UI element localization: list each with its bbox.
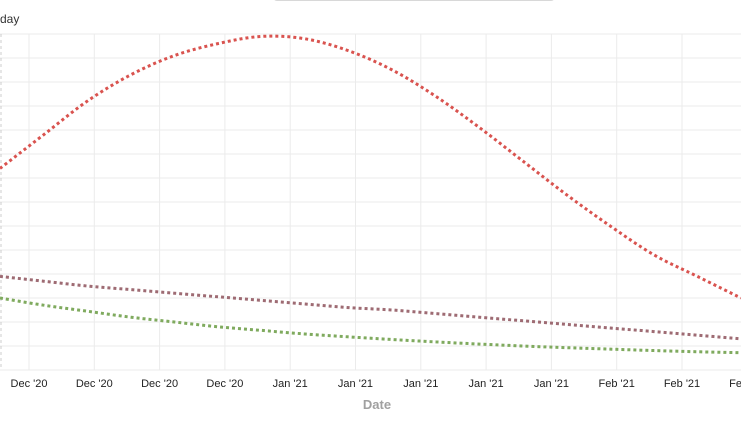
x-tick-label: Feb '21 — [729, 378, 741, 390]
x-tick-label: Dec '20 — [206, 378, 243, 390]
x-tick-label: Jan '21 — [403, 378, 438, 390]
x-tick-label: Dec '20 — [141, 378, 178, 390]
series-line-2 — [0, 274, 741, 341]
x-tick-label: Jan '21 — [534, 378, 569, 390]
x-tick-label: Jan '21 — [273, 378, 308, 390]
x-tick-label: Dec '20 — [11, 378, 48, 390]
series-line-3 — [0, 296, 741, 355]
x-tick-label: Jan '21 — [338, 378, 373, 390]
series-group — [0, 34, 741, 355]
x-tick-label: Feb '21 — [664, 378, 700, 390]
x-axis-title: Date — [363, 397, 391, 412]
x-tick-label: Dec '20 — [76, 378, 113, 390]
series-line-1 — [0, 34, 741, 300]
y-axis-label: day — [0, 12, 20, 26]
x-tick-label: Jan '21 — [469, 378, 504, 390]
x-tick-label: Feb '21 — [599, 378, 635, 390]
grid — [0, 33, 741, 371]
x-axis-ticks: Dec '20 Dec '20 Dec '20 Dec '20 Jan '21 Jan '… — [11, 378, 741, 390]
